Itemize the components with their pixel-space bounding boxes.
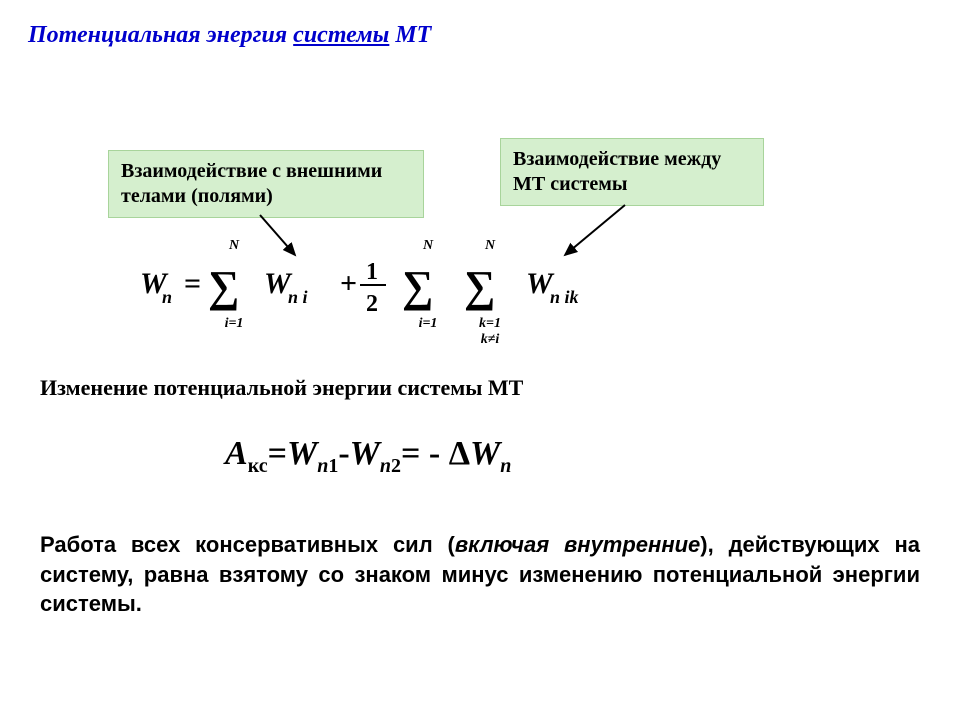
svg-text:N: N: [228, 238, 240, 253]
body-paragraph: Работа всех консервативных сил (включая …: [40, 530, 920, 619]
svg-text:N: N: [484, 238, 496, 253]
title-post: МТ: [389, 22, 431, 48]
svg-text:n: n: [162, 287, 172, 307]
body-pre: Работа всех консервативных сил (: [40, 532, 455, 557]
svg-text:+: +: [340, 267, 357, 300]
svg-text:n i: n i: [288, 287, 308, 307]
callout-left: Взаимодействие с внешними телами (полями…: [108, 150, 424, 218]
svg-text:2: 2: [366, 291, 378, 317]
callout-right: Взаимодействие между МТ системы: [500, 138, 764, 206]
svg-text:∑: ∑: [208, 262, 239, 311]
eq2-W3: W: [470, 435, 500, 472]
eq2-W1: W: [287, 435, 317, 472]
eq2-eq2: = - Δ: [401, 435, 470, 472]
svg-text:n ik: n ik: [550, 287, 579, 307]
eq2-eq1: =: [268, 435, 287, 472]
subtitle: Изменение потенциальной энергии системы …: [40, 375, 523, 401]
eq2-A: A: [225, 435, 248, 472]
equation-2: Aкс=Wn1-Wn2= - ΔWn: [225, 435, 511, 478]
main-formula: W n = N ∑ i=1 W n i + 1 2 N ∑ i=1 N ∑ k=…: [140, 235, 760, 345]
eq2-W3-sub: n: [500, 455, 511, 477]
svg-text:i=1: i=1: [225, 316, 244, 331]
eq2-W1-1: 1: [328, 455, 338, 477]
svg-text:k≠i: k≠i: [481, 332, 500, 347]
title-pre: Потенциальная энергия: [28, 22, 293, 48]
eq2-minus: -: [338, 435, 349, 472]
eq2-W2-2: 2: [391, 455, 401, 477]
svg-text:=: =: [184, 267, 201, 300]
eq2-W2-n: n: [380, 455, 391, 477]
svg-text:i=1: i=1: [419, 316, 438, 331]
body-em: включая внутренние: [455, 532, 700, 557]
eq2-W1-n: n: [317, 455, 328, 477]
callout-right-text: Взаимодействие между МТ системы: [513, 148, 721, 195]
svg-text:1: 1: [366, 259, 378, 285]
eq2-A-sub: кс: [248, 455, 268, 477]
page-title: Потенциальная энергия системы МТ: [28, 22, 431, 49]
title-underlined: системы: [293, 22, 389, 48]
svg-text:k=1: k=1: [479, 316, 501, 331]
svg-text:∑: ∑: [402, 262, 433, 311]
callout-left-text: Взаимодействие с внешними телами (полями…: [121, 160, 382, 207]
svg-text:∑: ∑: [464, 262, 495, 311]
eq2-W2: W: [350, 435, 380, 472]
svg-text:N: N: [422, 238, 434, 253]
